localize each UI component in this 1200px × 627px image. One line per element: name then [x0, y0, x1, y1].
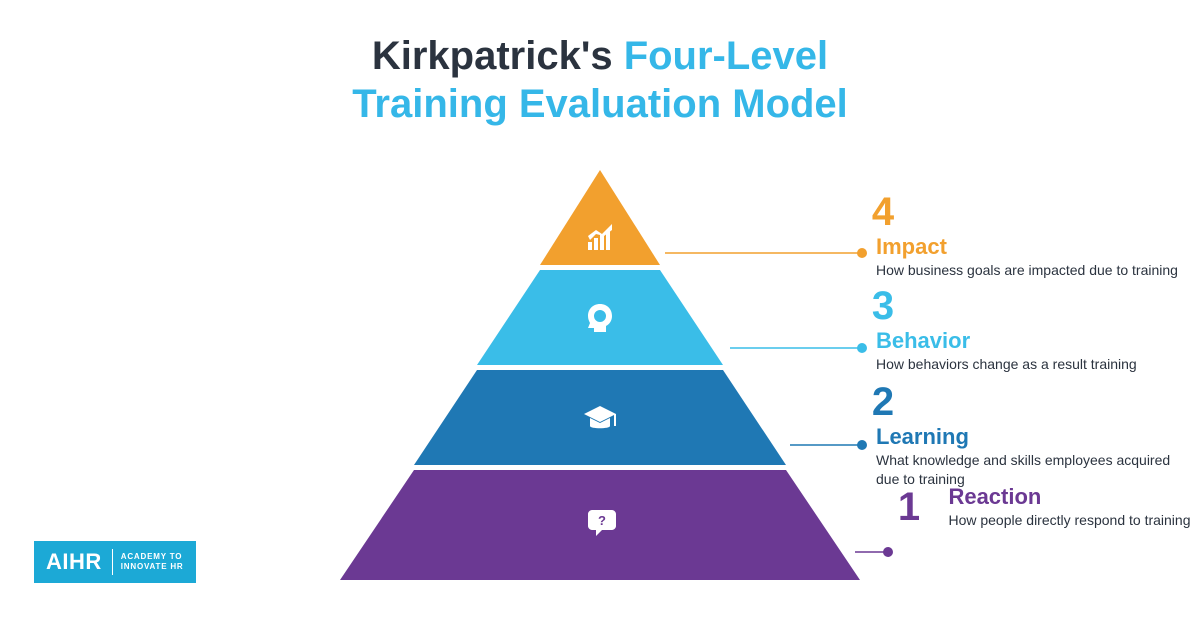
level-number: 1 — [888, 485, 930, 530]
svg-text:?: ? — [598, 513, 606, 528]
level-description: How behaviors change as a result trainin… — [876, 355, 1137, 374]
logo-tagline-line1: ACADEMY TO — [121, 552, 184, 562]
level-label: Behavior — [876, 329, 1137, 353]
level-number: 4 — [862, 190, 904, 235]
level-label: Reaction — [948, 485, 1190, 509]
title-part-accent-2: Training Evaluation Model — [352, 82, 848, 126]
logo-tagline-line2: INNOVATE HR — [121, 562, 184, 572]
level-number: 2 — [862, 380, 904, 425]
callout-level-4: 4 Impact How business goals are impacted… — [862, 190, 1182, 280]
title-part-dark: Kirkpatrick's — [372, 34, 624, 78]
level-number: 3 — [862, 284, 904, 329]
connector-1 — [855, 547, 893, 557]
level-description: How people directly respond to training — [948, 511, 1190, 530]
title-part-accent-1: Four-Level — [624, 34, 828, 78]
page-title: Kirkpatrick's Four-Level Training Evalua… — [0, 32, 1200, 128]
pyramid-tier-4 — [540, 170, 660, 265]
brand-logo: AIHR ACADEMY TO INNOVATE HR — [34, 541, 196, 583]
callout-level-2: 2 Learning What knowledge and skills emp… — [862, 380, 1182, 489]
level-label: Learning — [876, 425, 1182, 449]
level-description: How business goals are impacted due to t… — [876, 261, 1178, 280]
pyramid-diagram: ? — [340, 170, 860, 580]
logo-divider — [112, 549, 113, 575]
logo-brand-text: AIHR — [46, 549, 102, 575]
level-label: Impact — [876, 235, 1178, 259]
callout-level-1: 1 Reaction How people directly respond t… — [888, 485, 1200, 530]
callout-level-3: 3 Behavior How behaviors change as a res… — [862, 284, 1182, 374]
logo-tagline: ACADEMY TO INNOVATE HR — [121, 552, 184, 573]
